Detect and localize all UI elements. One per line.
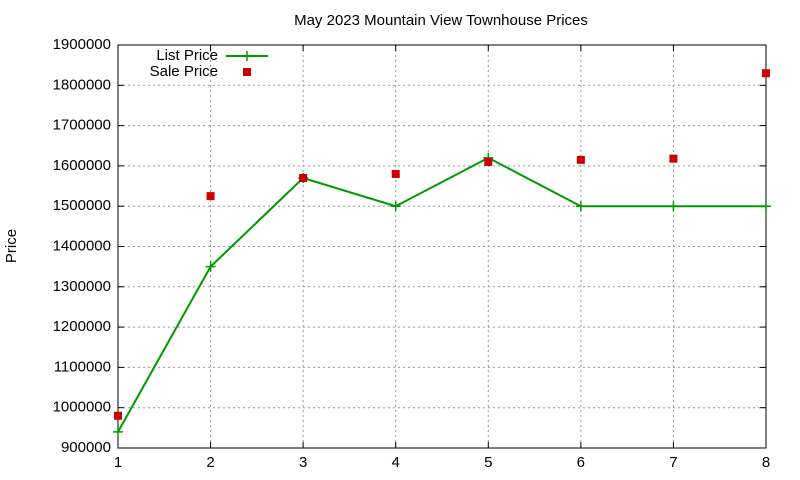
point xyxy=(484,157,493,166)
y-tick-label: 1500000 xyxy=(53,197,111,214)
x-tick-label: 6 xyxy=(577,454,585,471)
legend-label: List Price xyxy=(156,47,218,64)
y-tick-label: 1900000 xyxy=(53,36,111,53)
y-tick-label: 1200000 xyxy=(53,318,111,335)
y-tick-label: 1100000 xyxy=(54,358,111,375)
legend-label: Sale Price xyxy=(150,63,218,80)
x-tick-label: 1 xyxy=(114,454,122,471)
y-tick-label: 1700000 xyxy=(53,117,111,134)
y-tick-label: 1400000 xyxy=(53,237,111,254)
point xyxy=(205,261,216,272)
point xyxy=(668,201,679,212)
point xyxy=(391,169,400,178)
point xyxy=(576,155,585,164)
x-tick-label: 4 xyxy=(392,454,400,471)
point xyxy=(669,154,678,163)
legend-swatch xyxy=(243,68,251,76)
x-tick-label: 7 xyxy=(669,454,677,471)
y-tick-label: 1600000 xyxy=(53,157,111,174)
x-tick-label: 2 xyxy=(206,454,214,471)
legend-swatch xyxy=(242,51,252,61)
x-tick-label: 8 xyxy=(762,454,770,471)
point xyxy=(113,426,123,437)
x-tick-label: 3 xyxy=(299,454,307,471)
point xyxy=(299,173,308,182)
series-line xyxy=(117,156,766,433)
y-tick-label: 1000000 xyxy=(53,399,111,416)
plot-frame xyxy=(117,44,767,449)
chart-title: May 2023 Mountain View Townhouse Prices xyxy=(294,12,588,29)
y-tick-label: 1300000 xyxy=(53,278,111,295)
y-axis-label: Price xyxy=(3,229,20,263)
point xyxy=(206,192,215,201)
point xyxy=(762,69,770,78)
point xyxy=(114,411,122,420)
x-tick-label: 5 xyxy=(484,454,492,471)
point xyxy=(390,201,401,212)
point xyxy=(575,201,586,212)
point xyxy=(761,201,771,212)
y-tick-label: 900000 xyxy=(61,439,111,456)
y-tick-label: 1800000 xyxy=(53,76,111,93)
